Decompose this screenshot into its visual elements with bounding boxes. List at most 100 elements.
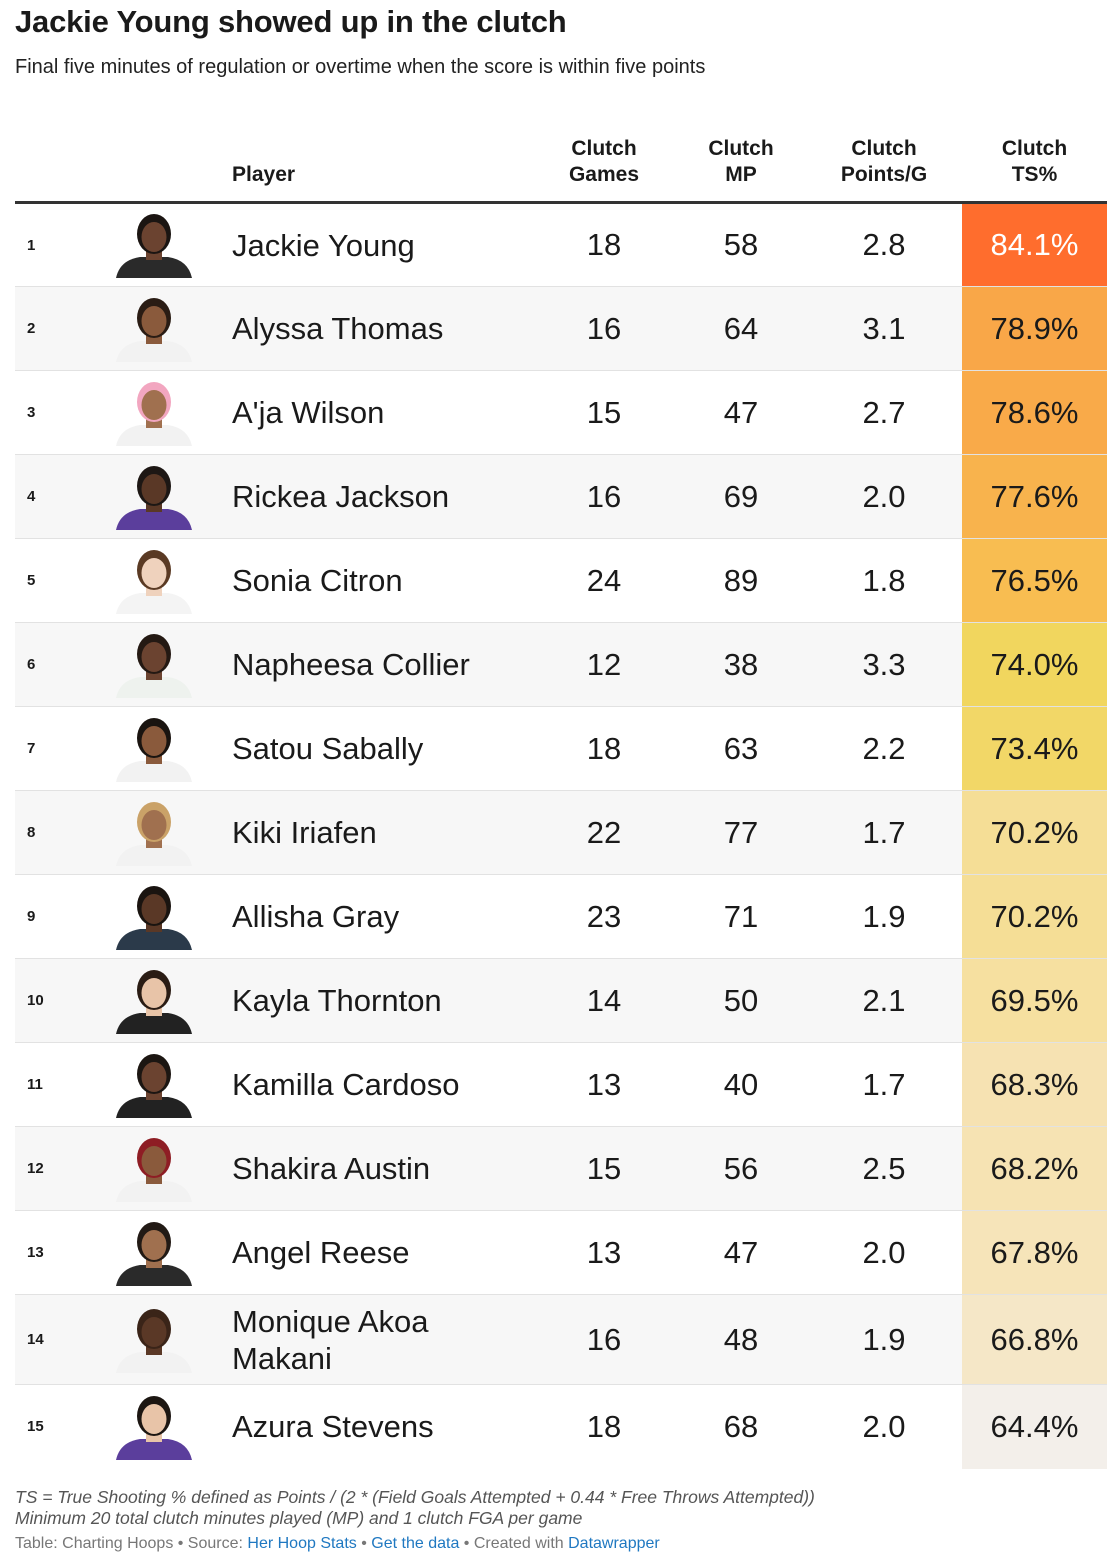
table-row: 10 Kayla Thornton 14 50 2.1 69.5%: [15, 958, 1107, 1043]
photo-cell: [75, 958, 232, 1043]
player-headshot-icon: [115, 297, 192, 362]
rank-cell: 7: [15, 706, 75, 791]
photo-cell: [75, 1294, 232, 1385]
header-ppg[interactable]: Clutch Points/G: [806, 112, 962, 204]
ppg-cell: 1.8: [806, 538, 962, 623]
player-name: Allisha Gray: [232, 874, 532, 959]
photo-cell: [75, 622, 232, 707]
mp-cell: 71: [676, 874, 806, 959]
player-name: Satou Sabally: [232, 706, 532, 791]
ppg-cell: 2.0: [806, 1210, 962, 1295]
player-headshot-icon: [115, 717, 192, 782]
games-cell: 22: [532, 790, 676, 875]
table-row: 1 Jackie Young 18 58 2.8 84.1%: [15, 202, 1107, 287]
ts-cell: 70.2%: [962, 790, 1107, 875]
ts-cell: 74.0%: [962, 622, 1107, 707]
player-name: Kamilla Cardoso: [232, 1042, 532, 1127]
photo-cell: [75, 286, 232, 371]
table-row: 5 Sonia Citron 24 89 1.8 76.5%: [15, 538, 1107, 623]
header-games-line1: Clutch: [571, 137, 637, 160]
ppg-cell: 2.0: [862, 1408, 906, 1444]
table-row: 9 Allisha Gray 23 71 1.9 70.2%: [15, 874, 1107, 959]
ts-cell: 64.4%: [962, 1384, 1107, 1469]
photo-cell: [75, 454, 232, 539]
header-player[interactable]: Player: [232, 112, 532, 204]
games-cell: 15: [532, 1126, 676, 1211]
photo-cell: [75, 538, 232, 623]
chart-subtitle: Final five minutes of regulation or over…: [15, 56, 706, 78]
ts-cell: 68.2%: [962, 1126, 1107, 1211]
ppg-cell: 3.1: [806, 286, 962, 371]
table-row: 6 Napheesa Collier 12 38 3.3 74.0%: [15, 622, 1107, 707]
ts-cell: 76.5%: [962, 538, 1107, 623]
datawrapper-link[interactable]: Datawrapper: [568, 1535, 660, 1552]
footnote: TS = True Shooting % defined as Points /…: [15, 1487, 815, 1529]
header-mp-line2: MP: [725, 163, 757, 186]
table-row: 4 Rickea Jackson 16 69 2.0 77.6%: [15, 454, 1107, 539]
ppg-cell: 2.7: [806, 370, 962, 455]
rank-cell: 14: [15, 1294, 75, 1385]
table-row: 11 Kamilla Cardoso 13 40 1.7 68.3%: [15, 1042, 1107, 1127]
player-headshot-icon: [115, 1137, 192, 1202]
ppg-cell: 1.7: [806, 790, 962, 875]
mp-cell: 47: [676, 1210, 806, 1295]
games-cell: 16: [532, 454, 676, 539]
player-name: Napheesa Collier: [232, 622, 532, 707]
rank-cell: 3: [15, 370, 75, 455]
header-ts[interactable]: Clutch TS%: [962, 112, 1107, 204]
header-row: Player Clutch Games Clutch MP Clutch Points…: [15, 112, 1107, 204]
ts-cell: 78.6%: [962, 370, 1107, 455]
rank-cell: 10: [15, 958, 75, 1043]
mp-cell: 64: [676, 286, 806, 371]
ts-cell: 73.4%: [962, 706, 1107, 791]
rank-cell: 8: [15, 790, 75, 875]
player-name: Angel Reese: [232, 1210, 532, 1295]
photo-cell: [75, 1126, 232, 1211]
rank-cell: 1: [15, 202, 75, 287]
player-name-line1: Monique Akoa: [232, 1303, 429, 1339]
ts-cell: 78.9%: [962, 286, 1107, 371]
table-row: 15 Azura Stevens 18 68 2.0 64.4%: [15, 1384, 1107, 1469]
table-row: 8 Kiki Iriafen 22 77 1.7 70.2%: [15, 790, 1107, 875]
games-cell: 23: [532, 874, 676, 959]
player-name: Kayla Thornton: [232, 958, 532, 1043]
table-body: 1 Jackie Young 18 58 2.8 84.1% 2 Alyssa Thomas 1…: [15, 202, 1107, 1469]
games-cell: 12: [532, 622, 676, 707]
photo-cell: [75, 1210, 232, 1295]
ts-cell: 66.8%: [962, 1294, 1107, 1385]
clutch-table: Player Clutch Games Clutch MP Clutch Points…: [15, 112, 1107, 1469]
games-cell: 14: [532, 958, 676, 1043]
rank-cell: 5: [15, 538, 75, 623]
games-cell: 13: [532, 1042, 676, 1127]
player-name: Shakira Austin: [232, 1126, 532, 1211]
ppg-cell: 2.8: [806, 202, 962, 287]
header-photo: [75, 112, 232, 204]
player-headshot-icon: [115, 1053, 192, 1118]
photo-cell: [75, 874, 232, 959]
player-name: Monique Akoa Makani: [232, 1294, 532, 1385]
mp-cell: 63: [676, 706, 806, 791]
header-ppg-line2: Points/G: [840, 163, 928, 186]
ppg-cell: 1.7: [806, 1042, 962, 1127]
player-headshot-icon: [115, 549, 192, 614]
mp-cell: 47: [676, 370, 806, 455]
ppg-cell: 1.9: [806, 1294, 962, 1385]
ppg-cell: 2.5: [806, 1126, 962, 1211]
player-name: Azura Stevens: [232, 1409, 434, 1445]
games-cell: 18: [532, 706, 676, 791]
ts-cell: 68.3%: [962, 1042, 1107, 1127]
chart-title: Jackie Young showed up in the clutch: [15, 4, 567, 39]
header-games[interactable]: Clutch Games: [532, 112, 676, 204]
player-name: Alyssa Thomas: [232, 286, 532, 371]
header-ts-line2: TS%: [1011, 163, 1058, 186]
photo-cell: [75, 1385, 232, 1469]
player-headshot-icon: [115, 969, 192, 1034]
photo-cell: [75, 706, 232, 791]
player-headshot-icon: [115, 1395, 192, 1460]
source-link[interactable]: Her Hoop Stats: [247, 1535, 357, 1552]
header-mp[interactable]: Clutch MP: [676, 112, 806, 204]
header-rank: [15, 112, 75, 204]
get-data-link[interactable]: Get the data: [371, 1535, 460, 1552]
player-name: Sonia Citron: [232, 538, 532, 623]
games-cell: 16: [532, 1294, 676, 1385]
